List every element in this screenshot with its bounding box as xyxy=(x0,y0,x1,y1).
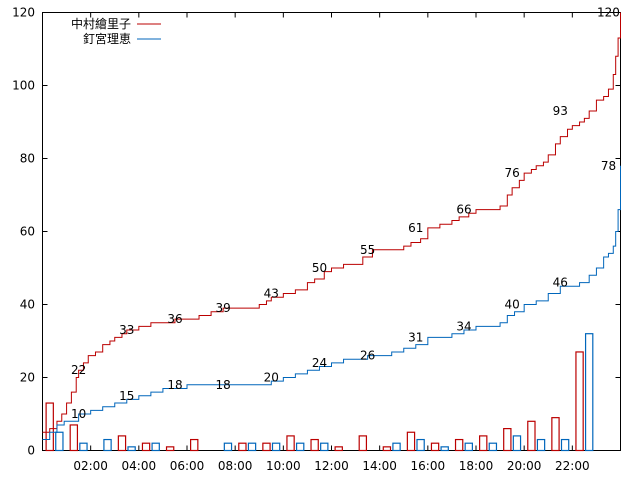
x-tick-label: 12:00 xyxy=(314,459,349,473)
hourly-bar xyxy=(271,442,281,452)
hourly-bar xyxy=(223,442,233,452)
hourly-bar xyxy=(440,446,449,452)
hourly-bar xyxy=(295,442,305,452)
value-label: 15 xyxy=(119,389,134,403)
x-tick-label: 14:00 xyxy=(362,459,397,473)
value-label: 78 xyxy=(601,159,616,173)
cumulative-lines xyxy=(42,12,621,441)
hourly-bar xyxy=(117,435,127,452)
hourly-bar xyxy=(190,438,199,452)
y-tick-label: 40 xyxy=(20,298,35,312)
y-tick-label: 80 xyxy=(20,152,35,166)
hourly-bar xyxy=(286,435,295,452)
hourly-bar xyxy=(247,442,257,452)
hourly-bar xyxy=(127,446,136,452)
axes: 0 20 40 60 80 100 120 02:00 04:00 06:00 08:00 10:00… xyxy=(12,6,621,473)
hourly-bar xyxy=(560,438,570,452)
y-tick-label: 20 xyxy=(20,371,35,385)
value-label: 34 xyxy=(456,319,471,333)
value-label: 22 xyxy=(71,363,86,377)
value-label: 31 xyxy=(408,330,423,344)
hourly-bar xyxy=(79,442,88,452)
value-annotations: 22 33 36 39 43 50 55 61 66 76 93 120 10 15 18 18 20 24 26 3… xyxy=(71,6,620,422)
y-tick-label: 120 xyxy=(12,6,35,20)
hourly-bar xyxy=(575,351,584,452)
hourly-bar xyxy=(320,442,329,452)
hourly-bar xyxy=(262,442,271,452)
value-label: 36 xyxy=(167,312,182,326)
x-tick-label: 08:00 xyxy=(218,459,253,473)
hourly-bars xyxy=(45,333,594,452)
hourly-bar xyxy=(536,438,546,452)
plot-frame xyxy=(42,12,621,451)
hourly-bar xyxy=(479,435,488,452)
value-label: 43 xyxy=(264,287,279,301)
value-label: 50 xyxy=(312,261,327,275)
hourly-bar xyxy=(310,438,319,452)
value-label: 93 xyxy=(553,104,568,118)
x-tick-label: 22:00 xyxy=(555,459,590,473)
value-label: 39 xyxy=(215,301,230,315)
hourly-bar xyxy=(334,446,343,452)
value-label: 26 xyxy=(360,349,375,363)
x-tick-label: 06:00 xyxy=(170,459,205,473)
value-label: 120 xyxy=(597,6,620,20)
value-label: 20 xyxy=(264,371,279,385)
hourly-bar xyxy=(503,428,512,452)
x-tick-label: 02:00 xyxy=(73,459,108,473)
legend-label: 中村繪里子 xyxy=(71,16,131,31)
value-label: 55 xyxy=(360,243,375,257)
y-tick-label: 0 xyxy=(27,444,35,458)
hourly-bar xyxy=(382,446,392,452)
y-tick-label: 60 xyxy=(20,225,35,239)
value-label: 40 xyxy=(504,298,519,312)
cumulative-line xyxy=(42,165,621,441)
x-tick-label: 18:00 xyxy=(459,459,494,473)
x-tick-label: 20:00 xyxy=(507,459,542,473)
value-label: 76 xyxy=(504,166,519,180)
legend-label: 釘宮理恵 xyxy=(83,31,131,46)
hourly-bar xyxy=(584,333,594,452)
hourly-bar xyxy=(392,442,401,452)
value-label: 18 xyxy=(167,378,182,392)
value-label: 24 xyxy=(312,356,327,370)
hourly-bar xyxy=(103,438,112,452)
hourly-bar xyxy=(488,442,498,452)
x-tick-label: 10:00 xyxy=(266,459,301,473)
value-label: 46 xyxy=(553,276,568,290)
hourly-bar xyxy=(165,446,175,452)
hourly-bar xyxy=(527,420,536,452)
hourly-bar xyxy=(416,438,425,452)
value-label: 66 xyxy=(456,203,471,217)
cumulative-line xyxy=(42,12,621,433)
hourly-bar xyxy=(464,442,473,452)
hourly-bar xyxy=(151,442,160,452)
x-tick-label: 04:00 xyxy=(122,459,157,473)
hourly-bar xyxy=(238,442,247,452)
hourly-bar xyxy=(69,424,79,452)
hourly-bar xyxy=(454,438,464,452)
hourly-bar xyxy=(358,435,368,452)
value-label: 18 xyxy=(215,378,230,392)
hourly-bar xyxy=(430,442,440,452)
value-label: 61 xyxy=(408,221,423,235)
x-tick-label: 16:00 xyxy=(411,459,446,473)
hourly-bar xyxy=(55,431,64,452)
hourly-bar xyxy=(45,402,54,452)
hourly-bar xyxy=(406,431,416,452)
y-tick-label: 100 xyxy=(12,79,35,93)
value-label: 10 xyxy=(71,407,86,421)
value-label: 33 xyxy=(119,323,134,337)
hourly-bar xyxy=(551,417,560,452)
hourly-bar xyxy=(512,435,522,452)
hourly-bar xyxy=(141,442,151,452)
